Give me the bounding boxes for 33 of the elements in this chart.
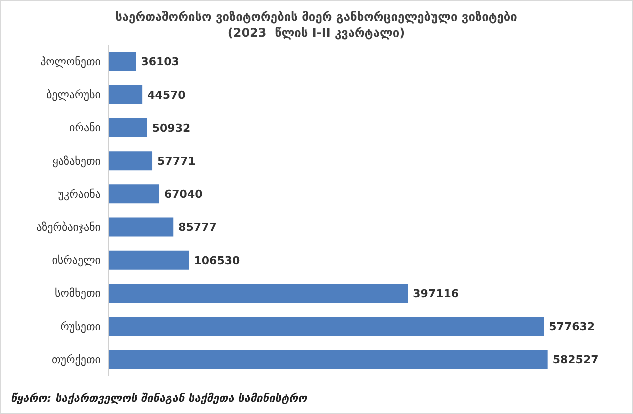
data-label: 577632: [549, 320, 596, 334]
bar: [109, 85, 143, 104]
y-tick-label: რუსეთი: [60, 320, 102, 334]
data-label: 582527: [552, 354, 599, 367]
bar: [109, 184, 160, 204]
data-label: 85777: [178, 221, 217, 234]
bar: [109, 218, 174, 237]
chart-subtitle: (2023 წლის I-II კვარტალი): [226, 25, 406, 41]
bar: [109, 284, 408, 303]
data-label: 397116: [413, 287, 460, 300]
chart-title: საერთაშორისო ვიზიტორების მიერ განხორციელებული ვიზიტები: [114, 9, 518, 25]
bar: [109, 317, 544, 336]
data-label: 36103: [141, 56, 180, 69]
data-label: 67040: [164, 188, 204, 202]
y-tick-label: სომხეთი: [55, 287, 102, 300]
bar: [109, 350, 548, 370]
y-tick-label: პოლონეთი: [40, 55, 102, 68]
text: წყარო: საქართველოს შინაგან საქმეთა სამინისტრო: [11, 392, 308, 405]
y-tick-label: ირანი: [70, 122, 102, 135]
y-tick-label: აზერბაიჯანი: [36, 220, 102, 234]
y-tick-label: უკრაინა: [58, 188, 102, 201]
data-label: 57771: [158, 154, 196, 168]
y-tick-label: ისრაელი: [52, 254, 102, 268]
y-tick-label: ყაზახეთი: [52, 154, 102, 168]
y-tick-label: თურქეთი: [52, 353, 102, 366]
y-tick-label: ბელარუსი: [46, 88, 102, 102]
data-label: 106530: [194, 254, 241, 268]
data-label: 44570: [148, 88, 186, 102]
bar: [109, 152, 153, 171]
data-label: 50932: [152, 122, 191, 135]
bar: [109, 250, 190, 270]
bar: [109, 118, 148, 138]
bar: [109, 52, 136, 72]
